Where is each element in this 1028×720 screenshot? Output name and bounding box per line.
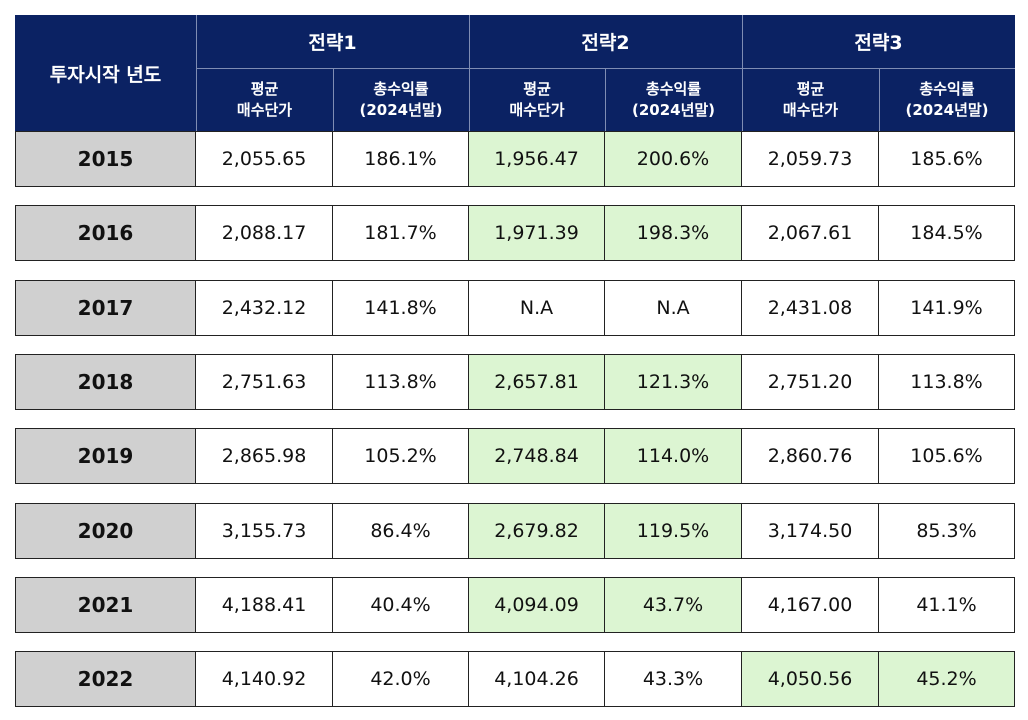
total-return-cell-1: 86.4%	[332, 503, 469, 559]
strategy-header-1: 전략1	[196, 15, 469, 69]
total-return-cell-3: 45.2%	[878, 651, 1015, 707]
header-divider	[742, 15, 743, 131]
avg-price-cell-2: 1,956.47	[468, 131, 605, 187]
avg-price-cell-3: 2,431.08	[741, 280, 879, 336]
year-cell: 2017	[15, 280, 196, 336]
total-return-cell-2: 119.5%	[604, 503, 742, 559]
total-return-cell-1: 181.7%	[332, 205, 469, 261]
avg-price-cell-2: 2,657.81	[468, 354, 605, 410]
year-column-header: 투자시작 년도	[15, 15, 196, 131]
avg-price-cell-3: 2,860.76	[741, 428, 879, 484]
avg-price-cell-3: 2,751.20	[741, 354, 879, 410]
total-return-cell-3: 105.6%	[878, 428, 1015, 484]
total-return-cell-3: 184.5%	[878, 205, 1015, 261]
avg-price-header-1: 평균 매수단가	[196, 69, 333, 131]
total-return-cell-2: 114.0%	[604, 428, 742, 484]
avg-price-cell-3: 3,174.50	[741, 503, 879, 559]
total-return-cell-3: 185.6%	[878, 131, 1015, 187]
total-return-cell-1: 40.4%	[332, 577, 469, 633]
total-return-cell-3: 85.3%	[878, 503, 1015, 559]
avg-price-cell-2: 4,094.09	[468, 577, 605, 633]
total-return-cell-2: 43.7%	[604, 577, 742, 633]
year-cell: 2018	[15, 354, 196, 410]
total-return-cell-1: 113.8%	[332, 354, 469, 410]
avg-price-cell-3: 2,067.61	[741, 205, 879, 261]
avg-price-cell-2: 2,748.84	[468, 428, 605, 484]
header-divider	[333, 69, 334, 131]
header-divider	[605, 69, 606, 131]
total-return-cell-2: N.A	[604, 280, 742, 336]
avg-price-cell-1: 2,865.98	[195, 428, 333, 484]
total-return-cell-3: 41.1%	[878, 577, 1015, 633]
avg-price-cell-1: 2,432.12	[195, 280, 333, 336]
strategy-header-3: 전략3	[742, 15, 1015, 69]
year-cell: 2020	[15, 503, 196, 559]
year-cell: 2019	[15, 428, 196, 484]
avg-price-cell-1: 4,140.92	[195, 651, 333, 707]
avg-price-cell-2: 1,971.39	[468, 205, 605, 261]
total-return-cell-2: 121.3%	[604, 354, 742, 410]
year-cell: 2016	[15, 205, 196, 261]
total-return-cell-2: 200.6%	[604, 131, 742, 187]
total-return-cell-1: 42.0%	[332, 651, 469, 707]
avg-price-cell-1: 2,751.63	[195, 354, 333, 410]
header-divider	[879, 69, 880, 131]
total-return-cell-2: 198.3%	[604, 205, 742, 261]
avg-price-cell-1: 3,155.73	[195, 503, 333, 559]
total-return-cell-1: 105.2%	[332, 428, 469, 484]
total-return-header-3: 총수익률 (2024년말)	[879, 69, 1015, 131]
avg-price-header-3: 평균 매수단가	[742, 69, 879, 131]
year-cell: 2021	[15, 577, 196, 633]
avg-price-cell-3: 4,050.56	[741, 651, 879, 707]
total-return-header-1: 총수익률 (2024년말)	[333, 69, 469, 131]
total-return-cell-1: 186.1%	[332, 131, 469, 187]
header-divider	[469, 15, 470, 131]
year-cell: 2015	[15, 131, 196, 187]
total-return-cell-3: 141.9%	[878, 280, 1015, 336]
avg-price-cell-2: 4,104.26	[468, 651, 605, 707]
total-return-cell-2: 43.3%	[604, 651, 742, 707]
avg-price-cell-1: 2,055.65	[195, 131, 333, 187]
total-return-header-2: 총수익률 (2024년말)	[605, 69, 742, 131]
total-return-cell-1: 141.8%	[332, 280, 469, 336]
avg-price-cell-3: 2,059.73	[741, 131, 879, 187]
avg-price-cell-2: 2,679.82	[468, 503, 605, 559]
avg-price-cell-1: 2,088.17	[195, 205, 333, 261]
avg-price-cell-3: 4,167.00	[741, 577, 879, 633]
strategy-header-2: 전략2	[469, 15, 742, 69]
avg-price-cell-2: N.A	[468, 280, 605, 336]
year-cell: 2022	[15, 651, 196, 707]
avg-price-header-2: 평균 매수단가	[469, 69, 605, 131]
total-return-cell-3: 113.8%	[878, 354, 1015, 410]
header-divider	[196, 15, 197, 131]
avg-price-cell-1: 4,188.41	[195, 577, 333, 633]
